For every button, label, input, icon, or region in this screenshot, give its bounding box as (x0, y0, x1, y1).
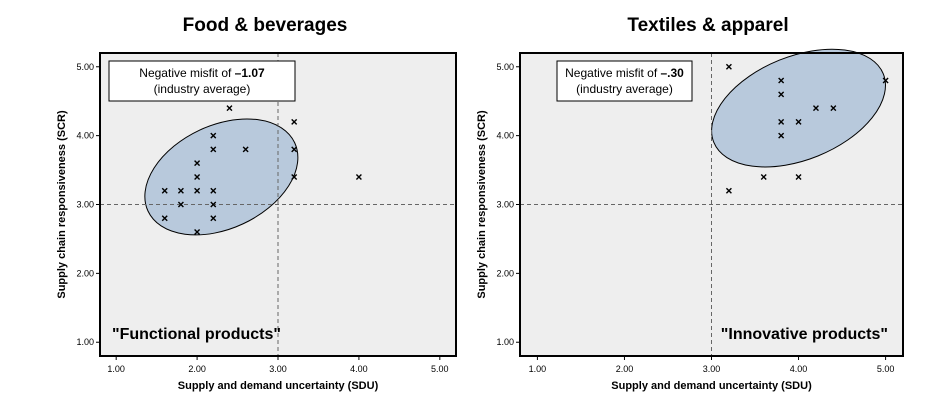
data-point (291, 146, 298, 153)
y-tick-label: 3.00 (76, 200, 94, 210)
data-point (725, 63, 732, 70)
data-point (725, 187, 732, 194)
annotation-line-1: Negative misfit of –1.07 (139, 66, 265, 80)
data-point (210, 215, 217, 222)
x-tick-label: 5.00 (877, 364, 895, 374)
data-point (795, 118, 802, 125)
data-point (210, 146, 217, 153)
x-tick-label: 2.00 (188, 364, 206, 374)
x-tick-label: 4.00 (790, 364, 808, 374)
chart-panel-2: 1.00 2.00 3.00 4.00 5.00 1.00 2.00 3.00 4.00 5.00… (476, 15, 904, 392)
y-tick-label: 4.00 (76, 131, 94, 141)
x-tick-label: 5.00 (431, 364, 449, 374)
y-tick-label: 2.00 (496, 268, 514, 278)
x-tick-label: 1.00 (529, 364, 547, 374)
data-point (291, 118, 298, 125)
y-tick-label: 5.00 (496, 62, 514, 72)
data-point (355, 173, 362, 180)
data-point (830, 105, 837, 112)
data-point (882, 77, 889, 84)
data-point (795, 173, 802, 180)
data-point (194, 187, 201, 194)
x-axis-label: Supply and demand uncertainty (SDU) (178, 380, 379, 392)
y-tick-label: 3.00 (496, 200, 514, 210)
y-axis-label: Supply chain responsiveness (SCR) (476, 110, 488, 299)
data-point (194, 229, 201, 236)
cluster-ellipse (711, 48, 886, 168)
y-tick-label: 2.00 (76, 268, 94, 278)
chart-title: Food & beverages (183, 15, 348, 36)
quadrant-label: "Functional products" (112, 326, 281, 343)
chart-title: Textiles & apparel (627, 15, 788, 36)
data-point (194, 173, 201, 180)
data-point (161, 215, 168, 222)
data-point (210, 201, 217, 208)
data-point (177, 201, 184, 208)
x-tick-label: 4.00 (350, 364, 368, 374)
x-tick-label: 1.00 (107, 364, 125, 374)
x-tick-label: 2.00 (616, 364, 634, 374)
chart-panel-1: 1.00 2.00 3.00 4.00 5.00 1.00 2.00 3.00 4.00 5.00… (56, 15, 457, 392)
annotation-box (108, 60, 296, 102)
annotation-line-2: (industry average) (576, 82, 673, 96)
x-tick-label: 3.00 (269, 364, 287, 374)
annotation-box (556, 60, 693, 102)
data-point (161, 187, 168, 194)
data-point (210, 187, 217, 194)
y-axis-label: Supply chain responsiveness (SCR) (56, 110, 68, 299)
y-tick-label: 1.00 (76, 337, 94, 347)
data-point (760, 173, 767, 180)
x-axis-label: Supply and demand uncertainty (SDU) (611, 380, 812, 392)
y-tick-label: 4.00 (496, 131, 514, 141)
annotation-line-2: (industry average) (154, 82, 251, 96)
data-point (177, 187, 184, 194)
x-tick-label: 3.00 (703, 364, 721, 374)
data-point (226, 105, 233, 112)
y-tick-label: 5.00 (76, 62, 94, 72)
annotation-line-1: Negative misfit of –.30 (565, 66, 684, 80)
data-point (812, 105, 819, 112)
y-tick-label: 1.00 (496, 337, 514, 347)
data-point (291, 173, 298, 180)
data-point (242, 146, 249, 153)
data-point (778, 91, 785, 98)
data-point (778, 77, 785, 84)
data-point (194, 160, 201, 167)
data-point (210, 132, 217, 139)
data-point (778, 132, 785, 139)
data-point (778, 118, 785, 125)
quadrant-label: "Innovative products" (721, 326, 888, 343)
